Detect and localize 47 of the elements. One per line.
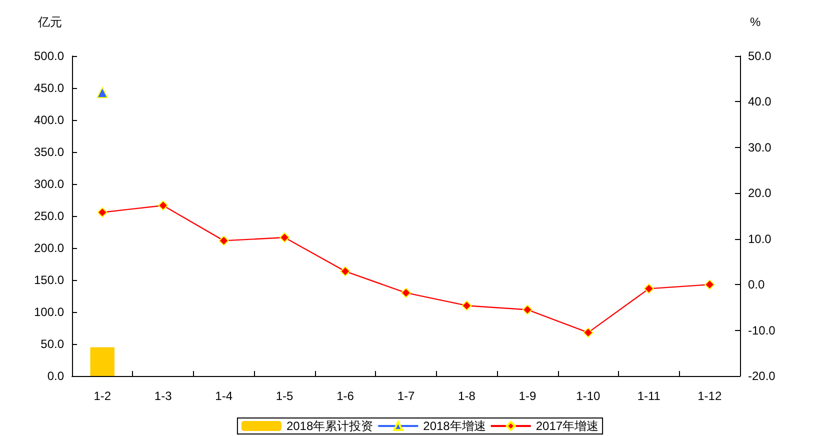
x-tick-label: 1-4 (215, 389, 233, 403)
y-tick-label: 350.0 (34, 145, 64, 159)
y2-axis-title: % (750, 15, 761, 29)
y2-tick-label: 20.0 (748, 186, 772, 200)
y2-tick-label: -20.0 (748, 369, 776, 383)
x-tick-label: 1-9 (518, 389, 536, 403)
y-tick-label: 250.0 (34, 209, 64, 223)
y-tick-label: 500.0 (34, 49, 64, 63)
x-tick-label: 1-2 (94, 389, 112, 403)
point (522, 304, 532, 315)
x-tick-label: 1-5 (276, 389, 294, 403)
x-tick-label: 1-7 (397, 389, 415, 403)
point (280, 232, 290, 242)
y-tick-label: 150.0 (34, 273, 64, 287)
point (96, 87, 108, 98)
point (158, 200, 168, 210)
y-tick-label: 450.0 (34, 81, 64, 95)
x-tick-label: 1-6 (336, 389, 354, 403)
y2-tick-label: 50.0 (748, 49, 772, 63)
point (644, 284, 654, 294)
y-tick-label: 0.0 (47, 369, 64, 383)
y2-tick-label: 30.0 (748, 140, 772, 154)
x-tick-label: 1-8 (458, 389, 476, 403)
y2-tick-label: 0.0 (748, 278, 766, 292)
x-tick-label: 1-11 (637, 389, 661, 403)
y2-tick-label: 40.0 (748, 94, 772, 109)
legend-label: 2018年累计投资 (286, 419, 374, 433)
point (583, 328, 594, 338)
y-axis-title: 亿元 (37, 15, 62, 29)
legend-label: 2017年增速 (536, 419, 599, 433)
point (401, 288, 411, 298)
point (340, 266, 350, 276)
x-tick-label: 1-3 (154, 389, 172, 403)
legend-label: 2018年增速 (423, 419, 486, 433)
point (97, 207, 108, 218)
y-tick-label: 300.0 (34, 177, 64, 191)
point (218, 236, 229, 246)
point (462, 300, 472, 311)
y2-tick-label: -10.0 (748, 323, 776, 338)
y-tick-label: 400.0 (34, 113, 64, 127)
y-tick-label: 50.0 (40, 337, 64, 351)
point (704, 280, 715, 290)
y-tick-label: 200.0 (34, 241, 64, 255)
x-tick-label: 1-12 (698, 389, 722, 403)
y-tick-label: 100.0 (34, 305, 64, 319)
x-tick-label: 1-10 (576, 389, 601, 403)
y2-tick-label: 10.0 (748, 232, 772, 246)
